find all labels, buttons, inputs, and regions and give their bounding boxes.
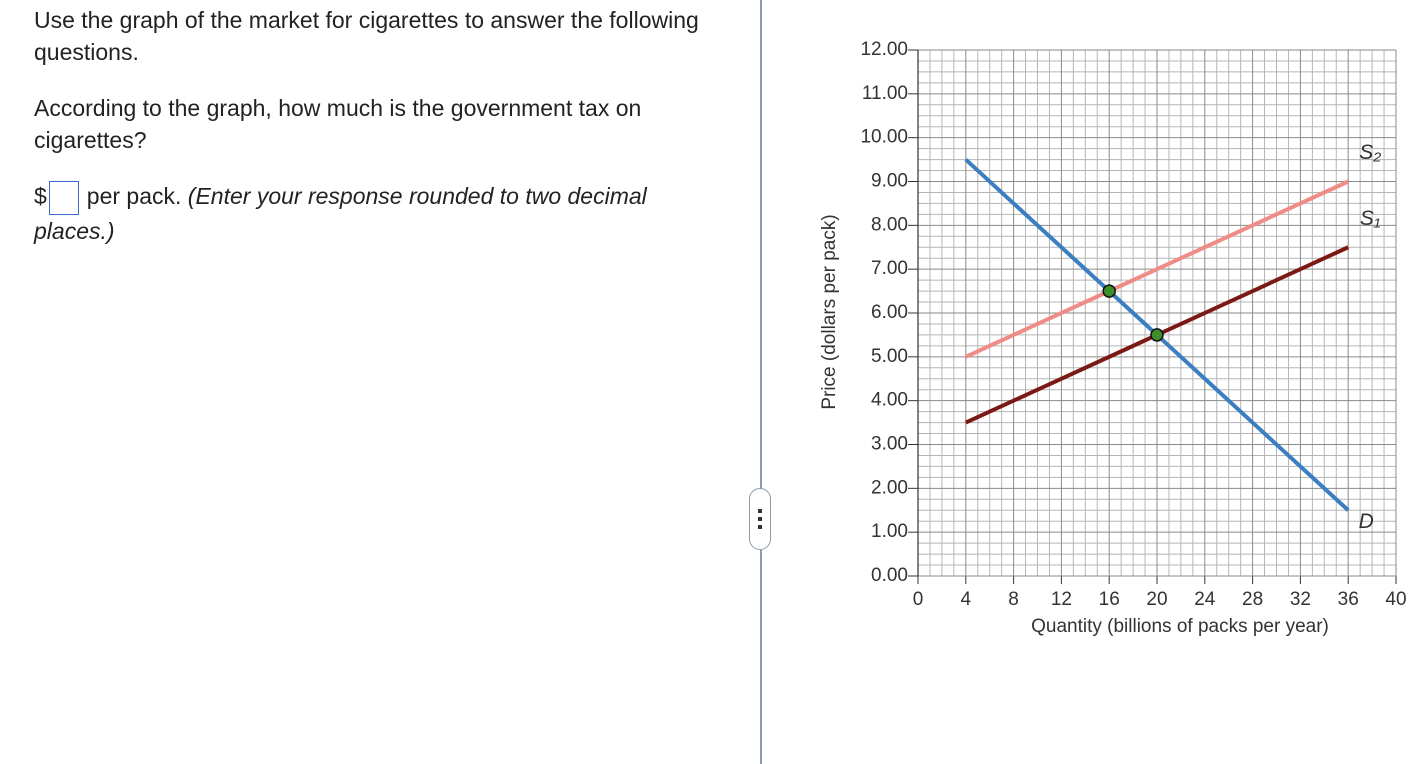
y-tick-label: 4.00: [871, 390, 908, 411]
curve-label: S₂: [1359, 141, 1381, 164]
y-tick-label: 1.00: [871, 521, 908, 542]
x-tick-label: 4: [961, 589, 972, 610]
y-tick-label: 12.00: [860, 39, 908, 60]
prompt-text: According to the graph, how much is the …: [34, 95, 642, 153]
x-tick-label: 8: [1008, 589, 1019, 610]
curve: [964, 179, 1350, 359]
x-tick-label: 36: [1338, 589, 1359, 610]
curve-label: D: [1359, 510, 1374, 533]
intro-text: Use the graph of the market for cigarett…: [34, 7, 699, 65]
unit-text: per pack.: [86, 183, 182, 209]
y-tick-label: 2.00: [871, 477, 908, 498]
y-axis-label: Price (dollars per pack): [819, 214, 840, 409]
y-tick-label: 7.00: [871, 258, 908, 279]
y-tick-label: 11.00: [862, 83, 908, 104]
equilibrium-point: [1150, 328, 1164, 342]
x-tick-label: 0: [913, 589, 924, 610]
y-tick-label: 5.00: [871, 346, 908, 367]
y-tick-label: 8.00: [871, 214, 908, 235]
x-tick-label: 12: [1051, 589, 1072, 610]
equilibrium-point: [1102, 284, 1116, 298]
y-tick-label: 0.00: [871, 565, 908, 586]
y-tick-label: 3.00: [871, 434, 908, 455]
currency-sign: $: [34, 183, 47, 209]
curve-label: S₁: [1360, 207, 1381, 230]
x-tick-label: 40: [1385, 589, 1406, 610]
instruction-text: (Enter your response rounded to two deci…: [34, 183, 647, 244]
question-panel: Use the graph of the market for cigarett…: [34, 4, 714, 271]
x-tick-label: 16: [1099, 589, 1120, 610]
panel-divider: [760, 0, 762, 764]
y-tick-label: 9.00: [871, 171, 908, 192]
x-tick-label: 24: [1194, 589, 1216, 610]
x-tick-label: 20: [1146, 589, 1167, 610]
y-tick-label: 10.00: [860, 127, 908, 148]
x-axis-label: Quantity (billions of packs per year): [1031, 616, 1329, 637]
x-tick-label: 28: [1242, 589, 1263, 610]
x-tick-label: 32: [1290, 589, 1311, 610]
resize-handle[interactable]: [749, 488, 771, 550]
y-tick-label: 6.00: [871, 302, 908, 323]
answer-line: $ per pack. (Enter your response rounded …: [34, 180, 714, 247]
